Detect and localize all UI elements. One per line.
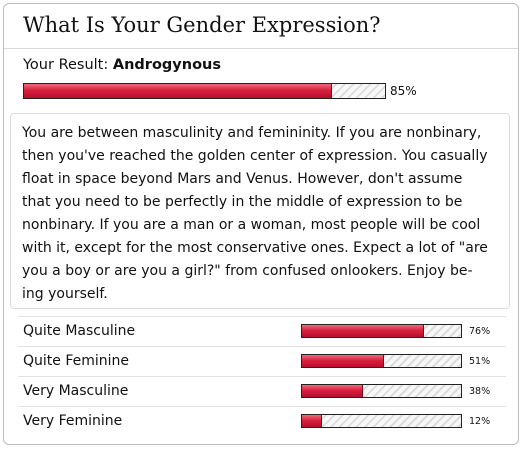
other-result-label: Very Masculine — [23, 383, 129, 399]
quiz-result-card: What Is Your Gender Expression? Your Res… — [3, 3, 519, 445]
other-result-label: Very Feminine — [23, 413, 123, 429]
result-progress-fill — [24, 84, 332, 98]
other-result-fill — [302, 385, 364, 397]
other-result-percent: 12% — [469, 416, 491, 427]
description-line: you a boy or are you a girl?" from confu… — [22, 263, 473, 279]
other-result-label: Quite Feminine — [23, 353, 130, 369]
row-divider — [18, 376, 506, 377]
other-result-bar — [301, 414, 462, 428]
other-result-bar — [301, 354, 462, 368]
result-value: Androgynous — [112, 57, 221, 73]
other-result-percent: 76% — [469, 326, 491, 337]
row-divider — [18, 346, 506, 347]
description-line: float in space beyond Mars and Venus. Ho… — [22, 171, 463, 187]
description-box — [10, 113, 510, 309]
result-label: Your Result: — [23, 57, 109, 73]
other-result-percent: 51% — [469, 356, 491, 367]
description-line: ing yourself. — [22, 286, 108, 302]
description-line: You are between masculinity and feminini… — [22, 125, 482, 141]
result-description: You are between masculinity and feminini… — [22, 122, 508, 306]
other-result-fill — [302, 325, 424, 337]
other-result-bar — [301, 324, 462, 338]
description-line: then you've reached the golden center of… — [22, 148, 488, 164]
other-result-percent: 38% — [469, 386, 491, 397]
other-result-label: Quite Masculine — [23, 323, 136, 339]
other-result-fill — [302, 415, 323, 427]
row-divider — [18, 406, 506, 407]
description-line: that you need to be perfectly in the mid… — [22, 194, 463, 210]
result-progress-bar — [23, 83, 386, 99]
other-result-bar — [301, 384, 462, 398]
row-divider — [18, 316, 506, 317]
description-line: with it, except for the most conservativ… — [22, 240, 488, 256]
quiz-title: What Is Your Gender Expression? — [23, 13, 381, 37]
description-line: nonbinary. If you are a man or a woman, … — [22, 217, 481, 233]
result-percent: 85% — [390, 84, 417, 98]
other-result-fill — [302, 355, 385, 367]
title-divider — [4, 48, 518, 49]
result-line: Your Result: Androgynous — [23, 57, 221, 73]
